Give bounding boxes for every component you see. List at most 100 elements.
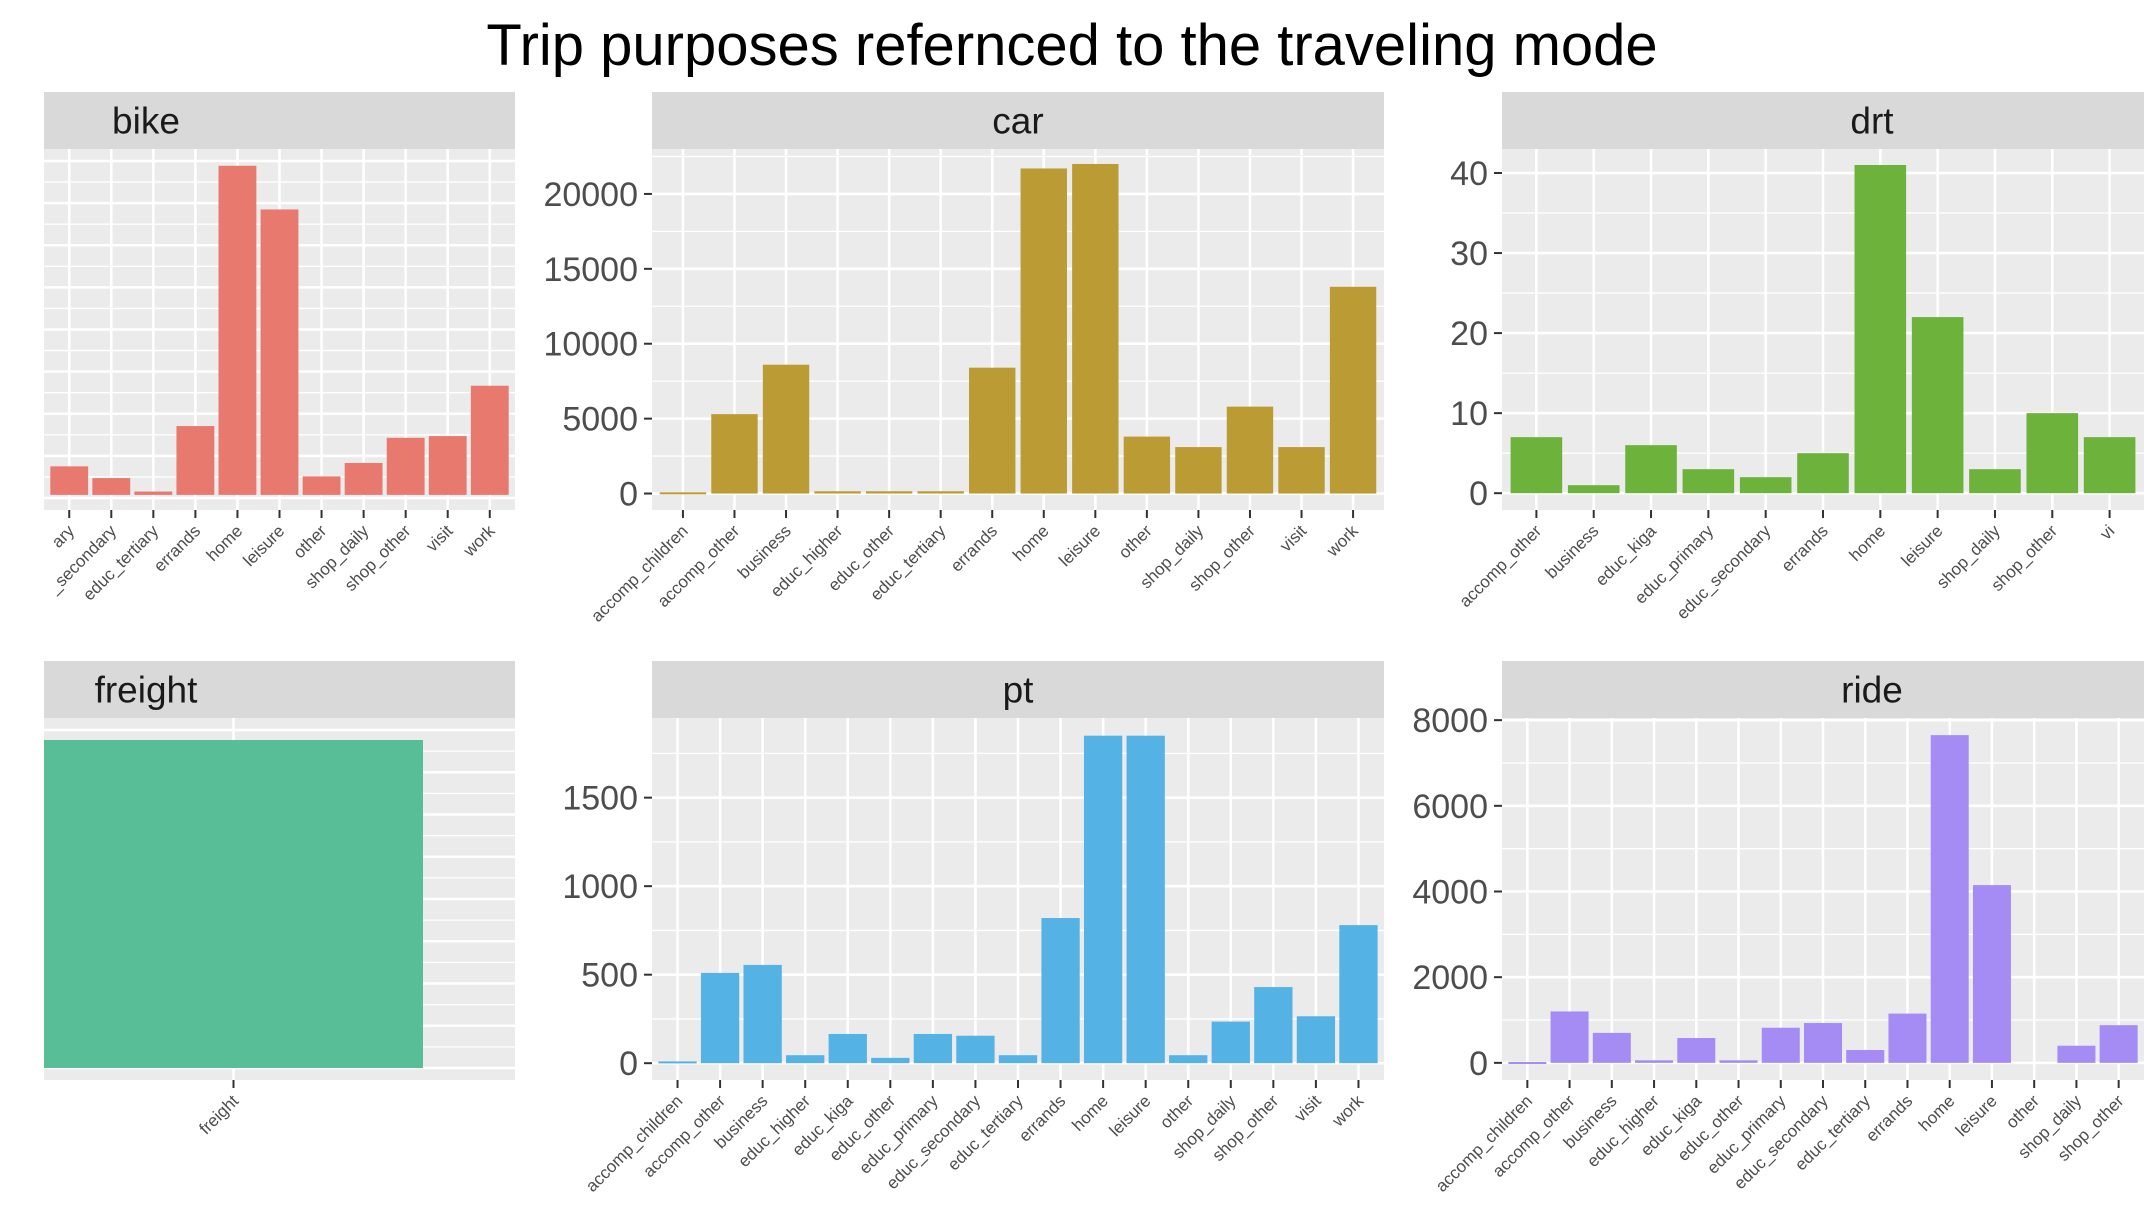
x-tick-label: visit (1291, 1091, 1325, 1125)
bar-shop_other (1226, 406, 1274, 494)
y-tick-label: 6000 (1412, 788, 1488, 826)
bar-educ_tertiary (917, 491, 964, 494)
y-tick-label: 15000 (543, 251, 638, 289)
facet-panel-freight: freight freight (44, 661, 515, 1138)
x-tick-label: home (1009, 521, 1053, 565)
bar-educ_primary (913, 1033, 953, 1064)
facet-strip (652, 661, 1384, 718)
y-tick-label: 1500 (562, 780, 638, 818)
bar-shop_other (1254, 987, 1293, 1064)
bar-business (1567, 485, 1620, 494)
y-tick-label: 1000 (562, 868, 638, 906)
x-tick-label: errands (947, 521, 1001, 575)
bar-educ_higher (1635, 1060, 1674, 1063)
facet-strip (652, 92, 1384, 149)
x-tick-label: work (1328, 1091, 1368, 1131)
x-tick-label: accomp_children (587, 521, 691, 625)
x-tick-label: errands (1015, 1091, 1069, 1145)
y-tick-label: 2000 (1412, 959, 1488, 997)
facet-title: car (992, 101, 1043, 142)
bar-visit (2083, 437, 2136, 494)
bar-errands (1797, 453, 1849, 494)
bar-errands (1888, 1013, 1927, 1063)
x-tick-label: errands (1778, 521, 1832, 575)
x-tick-label: leisure (239, 521, 288, 570)
x-tick-label: ary (48, 521, 78, 551)
y-tick-label: 30 (1450, 235, 1488, 273)
bar-educ_secondary (956, 1035, 995, 1064)
y-tick-label: 40 (1450, 155, 1488, 193)
bar-educ_primary (50, 466, 89, 495)
x-tick-label: leisure (1055, 521, 1104, 570)
bar-accomp_other (1550, 1011, 1589, 1063)
facet-title: pt (1003, 670, 1035, 711)
bar-home (1083, 735, 1123, 1064)
bar-educ_tertiary (134, 491, 173, 495)
y-tick-label: 500 (581, 957, 638, 995)
bar-business (762, 364, 810, 494)
bar-errands (969, 367, 1016, 494)
x-tick-label: vi (2096, 521, 2118, 543)
bar-other (1123, 436, 1171, 494)
x-tick-label: home (1846, 521, 1890, 565)
chart-title: Trip purposes refernced to the traveling… (486, 13, 1658, 78)
x-tick-label: accomp_other (1456, 521, 1546, 611)
bar-visit (428, 436, 467, 495)
x-tick-label: freight (195, 1091, 242, 1138)
bar-accomp_other (1510, 437, 1563, 494)
x-tick-label: home (1915, 1091, 1959, 1135)
bar-accomp_other (711, 414, 758, 494)
bar-visit (1278, 447, 1325, 494)
x-tick-label: work (459, 521, 499, 561)
bar-errands (1041, 918, 1080, 1064)
y-tick-label: 20 (1450, 315, 1488, 353)
facet-panel-ride: ride02000400060008000accomp_childrenacco… (1412, 661, 2144, 1196)
bar-leisure (260, 209, 299, 495)
bar-educ_tertiary (998, 1055, 1038, 1064)
bar-shop_other (2099, 1025, 2138, 1063)
bar-leisure (1126, 735, 1165, 1064)
bar-educ_primary (1761, 1027, 1800, 1063)
facet-title: drt (1850, 101, 1894, 142)
bar-accomp_other (700, 972, 740, 1064)
x-tick-label: home (1068, 1091, 1112, 1135)
bar-shop_daily (1969, 469, 2021, 494)
bar-home (218, 165, 257, 495)
bar-home (1020, 168, 1067, 494)
bar-home (1930, 735, 1969, 1063)
bar-educ_other (865, 491, 913, 494)
y-tick-label: 8000 (1412, 702, 1488, 740)
bar-shop_other (2026, 413, 2079, 494)
x-tick-label: errands (150, 521, 204, 575)
x-tick-label: leisure (1898, 521, 1947, 570)
bar-shop_daily (344, 462, 383, 495)
x-tick-label: leisure (1952, 1091, 2001, 1140)
facet-panel-pt: pt050010001500accomp_childrenaccomp_othe… (562, 661, 1384, 1196)
bar-other (1169, 1055, 1208, 1064)
facet-strip (44, 92, 515, 149)
bar-educ_tertiary (1846, 1050, 1885, 1063)
y-tick-label: 10000 (543, 326, 638, 364)
facet-strip (44, 661, 515, 718)
facet-strip (1502, 92, 2144, 149)
bar-educ_other (1719, 1060, 1758, 1063)
y-tick-label: 10 (1450, 395, 1488, 433)
bar-accomp_children (659, 492, 707, 495)
bar-accomp_children (1508, 1062, 1547, 1065)
facet-title: freight (95, 670, 199, 711)
x-tick-label: leisure (1106, 1091, 1155, 1140)
x-tick-label: other (1115, 521, 1156, 562)
bar-educ_secondary (1739, 477, 1792, 494)
facet-title: bike (112, 101, 180, 142)
bar-educ_higher (814, 491, 861, 494)
x-tick-label: visit (422, 521, 456, 555)
bar-work (1329, 286, 1377, 494)
facet-panel-bike: bikeary_secondaryeduc_tertiaryerrandshom… (44, 92, 515, 604)
bar-visit (1296, 1016, 1336, 1064)
bar-leisure (1072, 163, 1119, 494)
bar-educ_kiga (1677, 1038, 1716, 1063)
bar-errands (176, 426, 215, 495)
bar-business (1592, 1032, 1631, 1063)
facet-panel-car: car05000100001500020000accomp_childrenac… (543, 92, 1384, 626)
bar-accomp_children (658, 1061, 697, 1064)
